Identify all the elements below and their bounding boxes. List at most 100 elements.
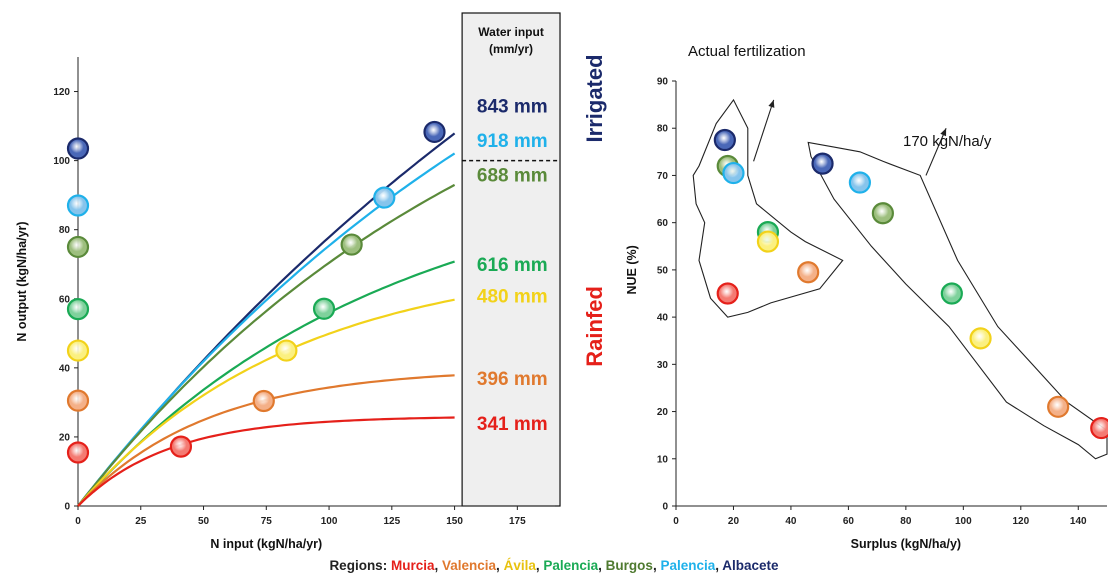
series-point xyxy=(340,233,363,256)
limit-170-arrow-head xyxy=(940,128,947,137)
y-tick-label: 60 xyxy=(657,218,669,229)
series-point xyxy=(312,297,336,320)
x-axis-label: N input (kgN/ha/yr) xyxy=(210,537,322,551)
region-name: Ávila xyxy=(499,558,536,573)
limit-170-hull xyxy=(807,141,1108,460)
right-chart: 0 20 40 60 80 100 120 140 0 10 20 30 40 50 60 70 80 90 Sur… xyxy=(625,43,1108,551)
scatter-point xyxy=(871,202,894,225)
scatter-point xyxy=(756,230,780,253)
x-tick-label: 0 xyxy=(673,516,679,527)
y-tick-label: 0 xyxy=(64,502,70,513)
y-axis-label: NUE (%) xyxy=(625,245,639,294)
x-tick-label: 25 xyxy=(135,516,147,527)
x-tick-label: 40 xyxy=(785,516,797,527)
x-axis-label: Surplus (kgN/ha/y) xyxy=(851,537,961,551)
region-name: Palencia xyxy=(539,558,599,573)
water-input-label: 688 mm xyxy=(477,165,548,186)
region-name: Murcia xyxy=(390,558,435,573)
region-name: Palencia xyxy=(656,558,716,573)
y-tick-label: 100 xyxy=(53,156,70,167)
y-tick-label: 50 xyxy=(657,265,669,276)
series-point xyxy=(275,339,298,362)
zero-input-point xyxy=(66,137,90,160)
regions-legend: Regions: Murcia, Valencia, Ávila, Palenc… xyxy=(0,558,1108,573)
scatter-point xyxy=(848,171,871,194)
x-tick-label: 80 xyxy=(900,516,912,527)
y-tick-label: 40 xyxy=(657,313,669,324)
zero-input-point xyxy=(66,298,90,321)
x-tick-label: 0 xyxy=(75,516,81,527)
y-tick-label: 60 xyxy=(59,294,71,305)
y-tick-label: 30 xyxy=(657,360,669,371)
y-axis-label: N output (kgN/ha/yr) xyxy=(15,221,29,341)
series-line xyxy=(77,183,456,507)
region-name: Burgos xyxy=(601,558,653,573)
zero-input-point xyxy=(66,441,90,464)
scatter-point xyxy=(797,261,820,284)
water-box-header-2: (mm/yr) xyxy=(489,42,533,56)
scatter-point xyxy=(722,161,745,185)
x-tick-label: 20 xyxy=(728,516,740,527)
region-separator: , xyxy=(652,558,657,573)
zero-input-point xyxy=(66,389,90,412)
scatter-point xyxy=(940,282,963,305)
regions-title: Regions: xyxy=(329,558,388,573)
region-name: Valencia xyxy=(438,558,497,573)
water-input-label: 843 mm xyxy=(477,96,548,117)
limit-170-arrow xyxy=(925,128,947,176)
x-tick-label: 120 xyxy=(1012,516,1029,527)
x-tick-label: 175 xyxy=(509,516,526,527)
water-box-header-1: Water input xyxy=(478,25,544,39)
figure: Water input(mm/yr)0 25 50 75 100 125 150 175020… xyxy=(15,12,1108,551)
y-tick-label: 20 xyxy=(657,407,669,418)
scatter-point xyxy=(716,282,739,305)
y-tick-label: 80 xyxy=(59,225,71,236)
scatter-point xyxy=(713,128,736,152)
scatter-point xyxy=(811,152,834,175)
series-point xyxy=(423,120,446,144)
water-input-label: 480 mm xyxy=(477,286,548,307)
water-input-label: 918 mm xyxy=(477,131,548,152)
scatter-point xyxy=(1090,416,1108,440)
irrigated-label: Irrigated xyxy=(582,54,607,142)
limit-170-annotation: 170 kgN/ha/y xyxy=(903,133,992,150)
scatter-point xyxy=(969,327,992,350)
left-chart: Water input (mm/yr) 0 25 50 75 100 125 150 175 0 20… xyxy=(15,12,607,551)
y-tick-label: 10 xyxy=(657,454,669,465)
y-tick-label: 40 xyxy=(59,363,71,374)
water-input-label: 341 mm xyxy=(477,414,548,435)
y-tick-label: 90 xyxy=(657,77,669,88)
scatter-point xyxy=(1047,395,1070,418)
water-input-label: 396 mm xyxy=(477,369,548,390)
zero-input-point xyxy=(66,194,90,217)
x-tick-label: 60 xyxy=(843,516,855,527)
actual-fertilization-hull xyxy=(692,98,844,318)
series-point xyxy=(373,186,396,209)
series-line xyxy=(77,298,455,507)
x-tick-label: 150 xyxy=(446,516,463,527)
water-input-label: 616 mm xyxy=(477,255,548,276)
series-point xyxy=(169,435,193,458)
series-line xyxy=(77,416,455,507)
regions-list: Murcia, Valencia, Ávila, Palencia, Burgo… xyxy=(391,558,779,573)
region-separator: , xyxy=(496,558,500,573)
region-separator: , xyxy=(715,558,720,573)
y-tick-label: 0 xyxy=(662,502,668,513)
x-tick-label: 100 xyxy=(955,516,972,527)
region-separator: , xyxy=(598,558,602,573)
x-tick-label: 75 xyxy=(261,516,273,527)
zero-input-point xyxy=(66,235,90,259)
region-separator: , xyxy=(535,558,540,573)
actual-fertilization-annotation: Actual fertilization xyxy=(688,43,806,60)
x-tick-label: 140 xyxy=(1070,516,1087,527)
x-tick-label: 125 xyxy=(383,516,400,527)
rainfed-label: Rainfed xyxy=(582,286,607,367)
series-line xyxy=(77,152,456,507)
region-separator: , xyxy=(434,558,439,573)
region-name: Albacete xyxy=(719,558,779,573)
series-line xyxy=(77,260,455,507)
y-tick-label: 80 xyxy=(657,124,669,135)
actual-fertilization-arrow xyxy=(753,99,775,162)
y-tick-label: 70 xyxy=(657,171,669,182)
series-line xyxy=(77,132,456,507)
